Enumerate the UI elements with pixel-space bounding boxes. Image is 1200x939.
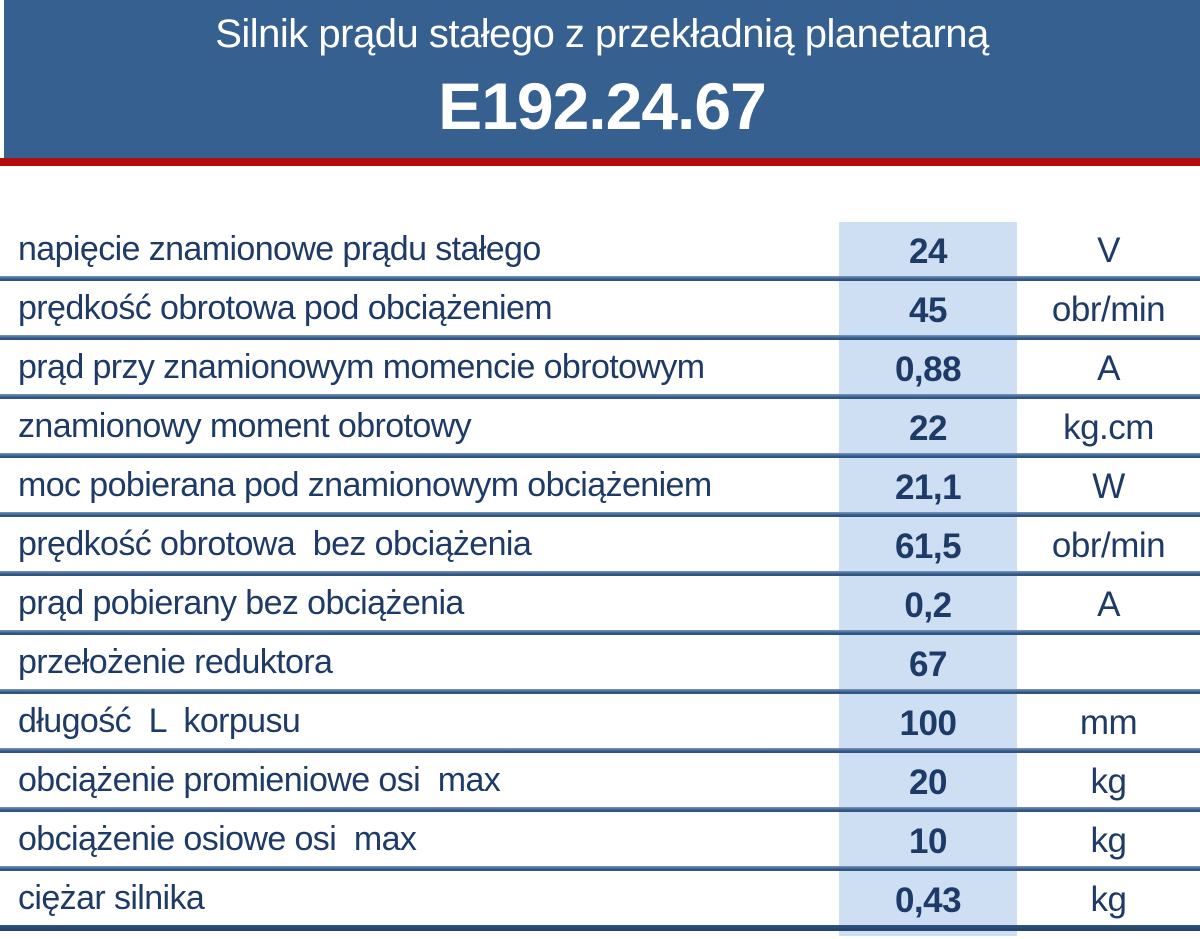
spec-label: prędkość obrotowa bez obciążenia: [18, 524, 532, 563]
spec-row: znamionowy moment obrotowy 22 kg.cm: [0, 399, 1200, 453]
spec-value: 20: [909, 763, 947, 802]
header-model-number: E192.24.67: [438, 69, 767, 143]
spec-value: 45: [909, 291, 947, 330]
row-separator: [0, 748, 1200, 753]
spec-unit: kg.cm: [1063, 408, 1154, 447]
row-separator: [0, 512, 1200, 517]
spec-row: prąd pobierany bez obciążenia 0,2 A: [0, 576, 1200, 630]
spec-row: obciążenie osiowe osi max 10 kg: [0, 812, 1200, 866]
value-column-highlight: [839, 222, 1017, 936]
spec-value: 10: [909, 822, 947, 861]
row-separator: [0, 630, 1200, 635]
spec-value: 24: [909, 232, 947, 271]
spec-label: ciężar silnika: [18, 878, 205, 917]
row-separator: [0, 866, 1200, 871]
row-separator: [0, 335, 1200, 340]
spec-unit: A: [1097, 585, 1120, 624]
row-separator: [0, 571, 1200, 576]
header-subtitle: Silnik prądu stałego z przekładnią plane…: [215, 12, 989, 56]
spec-row: obciążenie promieniowe osi max 20 kg: [0, 753, 1200, 807]
spec-row: przełożenie reduktora 67: [0, 635, 1200, 689]
spec-label: napięcie znamionowe prądu stałego: [18, 229, 541, 268]
spec-label: prąd pobierany bez obciążenia: [18, 583, 464, 622]
spec-unit: kg: [1090, 762, 1127, 801]
spec-label: przełożenie reduktora: [18, 642, 333, 681]
row-separator: [0, 394, 1200, 399]
spec-value: 0,88: [894, 350, 962, 389]
spec-label: prędkość obrotowa pod obciążeniem: [18, 288, 553, 327]
spec-rows: napięcie znamionowe prądu stałego 24 V p…: [0, 222, 1200, 931]
row-separator: [0, 807, 1200, 812]
spec-label: znamionowy moment obrotowy: [18, 406, 472, 445]
spec-value: 0,43: [894, 881, 962, 920]
spec-unit: kg: [1090, 880, 1127, 919]
spec-unit: A: [1097, 349, 1120, 388]
spec-label: obciążenie osiowe osi max: [18, 819, 417, 858]
spec-row: prędkość obrotowa bez obciążenia 61,5 ob…: [0, 517, 1200, 571]
spec-row: moc pobierana pod znamionowym obciążenie…: [0, 458, 1200, 512]
spec-value: 61,5: [894, 527, 962, 566]
row-separator: [0, 276, 1200, 281]
spec-value: 21,1: [894, 468, 962, 507]
row-separator: [0, 689, 1200, 694]
spec-value: 67: [909, 645, 947, 684]
spec-row: napięcie znamionowe prądu stałego 24 V: [0, 222, 1200, 276]
spec-row: prąd przy znamionowym momencie obrotowym…: [0, 340, 1200, 394]
spec-table: napięcie znamionowe prądu stałego 24 V p…: [0, 222, 1200, 937]
header-banner: Silnik prądu stałego z przekładnią plane…: [4, 0, 1200, 158]
spec-value: 22: [909, 409, 947, 448]
spec-value: 0,2: [904, 586, 952, 625]
spec-row: długość L korpusu 100 mm: [0, 694, 1200, 748]
spec-unit: W: [1092, 467, 1125, 506]
spec-unit: obr/min: [1051, 526, 1166, 565]
spec-label: długość L korpusu: [18, 701, 301, 740]
red-divider: [0, 158, 1200, 166]
spec-value: 100: [899, 704, 957, 743]
spec-unit: obr/min: [1051, 290, 1166, 329]
spec-unit: kg: [1090, 821, 1127, 860]
spec-label: prąd przy znamionowym momencie obrotowym: [18, 347, 705, 386]
row-separator: [0, 453, 1200, 458]
spec-label: moc pobierana pod znamionowym obciążenie…: [18, 465, 712, 504]
spec-unit: V: [1097, 231, 1120, 270]
spec-unit: mm: [1079, 703, 1138, 742]
spec-row: ciężar silnika 0,43 kg: [0, 871, 1200, 925]
spec-row: prędkość obrotowa pod obciążeniem 45 obr…: [0, 281, 1200, 335]
spec-label: obciążenie promieniowe osi max: [18, 760, 501, 799]
table-bottom-border: [0, 925, 1200, 931]
